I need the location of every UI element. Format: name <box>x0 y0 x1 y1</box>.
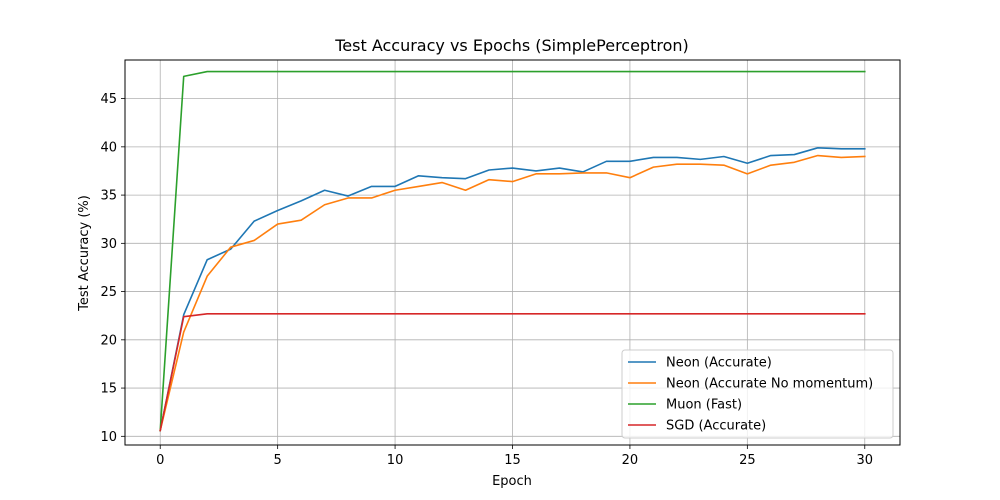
series-line-2 <box>159 70 866 432</box>
x-tick-label: 20 <box>622 453 639 468</box>
legend-label: Neon (Accurate) <box>666 356 772 371</box>
legend-label: Neon (Accurate No momentum) <box>666 377 873 392</box>
y-tick-label: 20 <box>100 333 117 348</box>
y-tick-label: 15 <box>100 382 117 397</box>
legend-box <box>621 349 894 439</box>
series-line-3 <box>159 312 866 432</box>
x-tick-label: 5 <box>274 453 282 468</box>
y-tick-label: 35 <box>100 189 117 204</box>
grid <box>125 60 900 445</box>
x-tick-label: 10 <box>387 453 404 468</box>
y-tick-label: 30 <box>100 237 117 252</box>
x-axis-label: Epoch <box>492 474 532 489</box>
legend: Neon (Accurate) Neon (Accurate No momentu… <box>621 349 894 439</box>
x-tick-label: 25 <box>739 453 756 468</box>
series-line-1 <box>159 154 866 432</box>
legend-label: Muon (Fast) <box>666 398 742 413</box>
x-tick-label: 0 <box>156 453 164 468</box>
series-line-0 <box>159 147 866 432</box>
chart-title: Test Accuracy vs Epochs (SimplePerceptro… <box>334 36 689 55</box>
y-tick-label: 25 <box>100 285 117 300</box>
y-tick-label: 10 <box>100 430 117 445</box>
y-axis-label: Test Accuracy (%) <box>77 195 92 312</box>
y-tick-label: 40 <box>100 140 117 155</box>
series-lines <box>159 70 866 432</box>
x-tick-label: 15 <box>504 453 521 468</box>
legend-label: SGD (Accurate) <box>666 419 766 434</box>
x-tick-label: 30 <box>856 453 873 468</box>
axis-ticks: 0 5 10 15 20 25 30 10 15 20 25 30 35 40 45 <box>100 92 873 468</box>
y-tick-label: 45 <box>100 92 117 107</box>
